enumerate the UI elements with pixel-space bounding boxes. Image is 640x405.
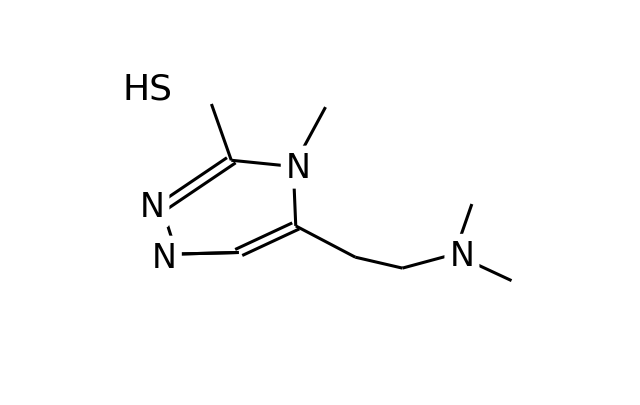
Text: N: N	[285, 151, 311, 184]
Text: N: N	[140, 190, 164, 223]
Text: N: N	[152, 241, 177, 274]
Text: N: N	[449, 239, 474, 272]
Text: HS: HS	[122, 72, 172, 106]
